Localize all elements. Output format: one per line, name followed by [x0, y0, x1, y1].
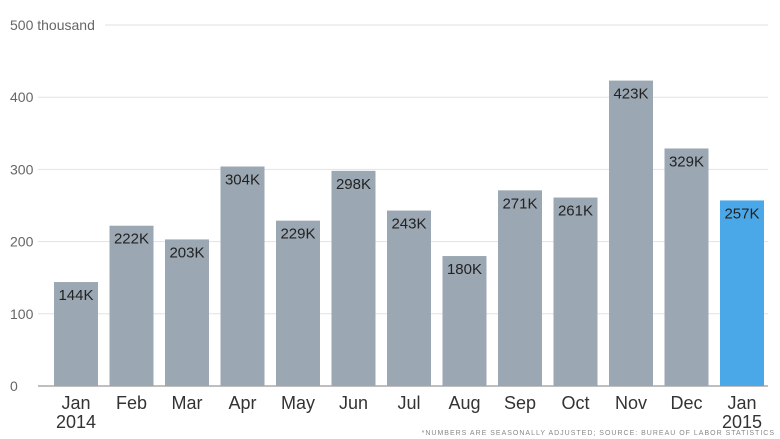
data-label: 423K	[613, 86, 648, 103]
x-tick-label: May	[281, 393, 315, 413]
x-tick-label: 2014	[56, 412, 96, 432]
x-tick-label: Mar	[172, 393, 203, 413]
bar	[331, 170, 376, 386]
y-tick-label: 100	[10, 306, 34, 322]
x-tick-label: Feb	[116, 393, 147, 413]
bar	[553, 197, 598, 386]
data-label: 298K	[336, 176, 371, 193]
data-label: 222K	[114, 231, 149, 248]
source-footnote: *NUMBERS ARE SEASONALLY ADJUSTED; SOURCE…	[422, 430, 775, 437]
data-label: 261K	[558, 203, 593, 220]
data-label: 203K	[169, 244, 204, 261]
x-tick-label: Nov	[615, 393, 647, 413]
x-tick-label: 2015	[722, 412, 762, 432]
data-label: 243K	[391, 216, 426, 233]
bar	[664, 148, 709, 386]
data-label: 329K	[669, 153, 704, 170]
data-label: 180K	[447, 261, 482, 278]
data-label: 229K	[280, 226, 315, 243]
x-tick-label: Jul	[397, 393, 420, 413]
x-tick-label: Aug	[448, 393, 480, 413]
x-tick-label: Jun	[339, 393, 368, 413]
bar	[442, 256, 487, 386]
bar	[220, 166, 265, 386]
bar	[609, 80, 653, 387]
data-labels: 144K 222K 203K 304K 229K 298K 243K 180K 271K 261K…	[58, 86, 759, 304]
y-tick-label: 300	[10, 161, 34, 177]
x-tick-label: Apr	[228, 393, 256, 413]
bar	[387, 210, 431, 386]
bars	[54, 80, 764, 387]
bar	[109, 225, 154, 386]
y-axis-ticks: 0 100 200 300 400 500 thousand	[10, 17, 95, 394]
data-label: 271K	[502, 195, 537, 212]
bar	[165, 239, 209, 386]
bar	[276, 220, 320, 386]
y-tick-label: 400	[10, 89, 34, 105]
data-label: 257K	[724, 205, 759, 222]
x-tick-label: Jan	[727, 393, 756, 413]
y-tick-label: 500 thousand	[10, 17, 95, 33]
x-tick-label: Dec	[670, 393, 702, 413]
y-tick-label: 200	[10, 234, 34, 250]
bar	[720, 200, 764, 386]
bar	[498, 190, 542, 386]
x-tick-label: Oct	[561, 393, 589, 413]
data-label: 144K	[58, 287, 93, 304]
x-tick-label: Sep	[504, 393, 536, 413]
y-tick-label: 0	[10, 378, 18, 394]
data-label: 304K	[225, 172, 260, 189]
bar	[54, 282, 98, 386]
x-tick-label: Jan	[61, 393, 90, 413]
